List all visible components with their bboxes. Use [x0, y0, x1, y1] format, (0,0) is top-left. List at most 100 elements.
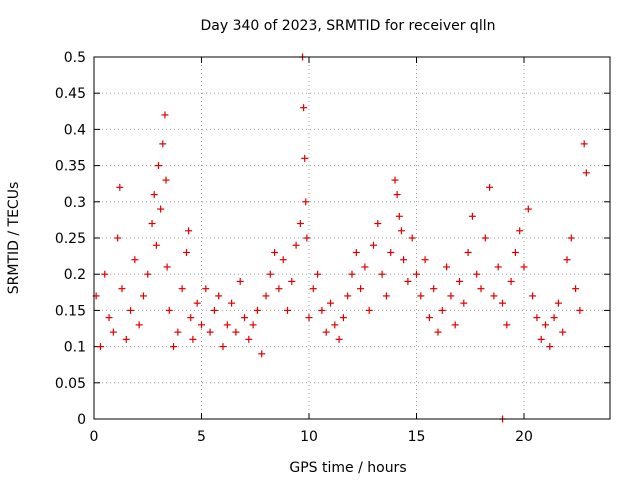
- data-point: [391, 176, 399, 184]
- data-point: [387, 248, 395, 256]
- data-point: [516, 227, 524, 235]
- data-point: [249, 321, 257, 329]
- data-point: [284, 306, 291, 314]
- data-point: [152, 241, 160, 249]
- data-point: [318, 306, 326, 314]
- data-point: [139, 292, 147, 300]
- data-point: [542, 321, 549, 329]
- data-point: [443, 263, 451, 271]
- data-point: [567, 234, 575, 242]
- data-point: [511, 248, 519, 256]
- data-point: [170, 343, 178, 351]
- data-point: [533, 314, 541, 322]
- data-point: [352, 248, 360, 256]
- data-point: [275, 285, 283, 293]
- data-point: [148, 220, 156, 228]
- data-point: [302, 198, 310, 206]
- data-point: [503, 321, 511, 329]
- chart-title: Day 340 of 2023, SRMTID for receiver qll…: [201, 18, 496, 34]
- data-point: [451, 321, 459, 329]
- data-point: [464, 248, 472, 256]
- data-point: [554, 299, 562, 307]
- data-point: [202, 285, 210, 293]
- data-point: [155, 162, 162, 170]
- data-point: [365, 306, 373, 314]
- y-tick-label: 0: [77, 412, 86, 428]
- x-tick-label: 15: [408, 429, 426, 445]
- y-axis-label: SRMTID / TECUs: [6, 182, 22, 295]
- data-point: [118, 285, 126, 293]
- data-point: [150, 191, 158, 199]
- data-point: [253, 306, 261, 314]
- data-point: [241, 314, 248, 322]
- y-tick-label: 0.3: [64, 195, 86, 211]
- data-point: [404, 277, 412, 285]
- data-point: [236, 277, 244, 285]
- data-point: [303, 234, 311, 242]
- y-tick-label: 0.05: [55, 376, 86, 392]
- y-tick-label: 0.4: [64, 122, 86, 138]
- data-point: [499, 299, 506, 307]
- data-point: [206, 328, 214, 336]
- y-tick-label: 0.15: [55, 303, 86, 319]
- data-point: [580, 140, 588, 148]
- data-point: [296, 220, 304, 228]
- data-point: [370, 241, 377, 249]
- data-point: [116, 183, 124, 191]
- data-point: [122, 335, 130, 343]
- data-point: [232, 328, 240, 336]
- data-point: [572, 285, 580, 293]
- data-point: [438, 306, 446, 314]
- data-point: [477, 285, 485, 293]
- data-point: [178, 285, 186, 293]
- data-point: [357, 285, 365, 293]
- data-point: [215, 292, 223, 300]
- data-point: [374, 220, 382, 228]
- data-point: [161, 111, 169, 119]
- data-point: [335, 335, 343, 343]
- data-point: [382, 292, 390, 300]
- data-points: [92, 53, 590, 423]
- data-point: [262, 292, 270, 300]
- data-point: [271, 248, 279, 256]
- data-point: [421, 256, 429, 264]
- data-point: [563, 256, 571, 264]
- data-point: [245, 335, 253, 343]
- data-point: [537, 335, 545, 343]
- data-point: [162, 176, 170, 184]
- data-point: [546, 343, 554, 351]
- data-point: [494, 263, 502, 271]
- data-point: [114, 234, 122, 242]
- y-tick-label: 0.1: [64, 340, 86, 356]
- data-point: [344, 292, 352, 300]
- plot-frame: [93, 56, 611, 420]
- data-point: [131, 256, 139, 264]
- data-point: [430, 285, 438, 293]
- data-point: [301, 154, 309, 162]
- data-point: [157, 205, 165, 213]
- tick-layer: 0 0.05 0.1 0.15 0.2 0.25 0.3 0.35 0.4 0.45 0.5 0 5 10…: [55, 50, 610, 445]
- data-point: [127, 306, 135, 314]
- data-point: [481, 234, 489, 242]
- data-point: [460, 299, 468, 307]
- data-point: [397, 227, 405, 235]
- data-point: [266, 270, 274, 278]
- data-point: [288, 277, 296, 285]
- data-point: [400, 256, 408, 264]
- data-point: [339, 314, 347, 322]
- data-point: [550, 314, 558, 322]
- data-point: [468, 212, 476, 220]
- x-tick-label: 5: [197, 429, 206, 445]
- grid-layer: [94, 57, 610, 419]
- data-point: [582, 169, 590, 177]
- data-point: [507, 277, 515, 285]
- data-point: [189, 335, 197, 343]
- data-point: [219, 343, 227, 351]
- data-point: [393, 191, 401, 199]
- data-point: [529, 292, 537, 300]
- data-point: [456, 277, 463, 285]
- data-point: [378, 270, 386, 278]
- data-point: [408, 234, 416, 242]
- y-tick-label: 0.35: [55, 159, 86, 175]
